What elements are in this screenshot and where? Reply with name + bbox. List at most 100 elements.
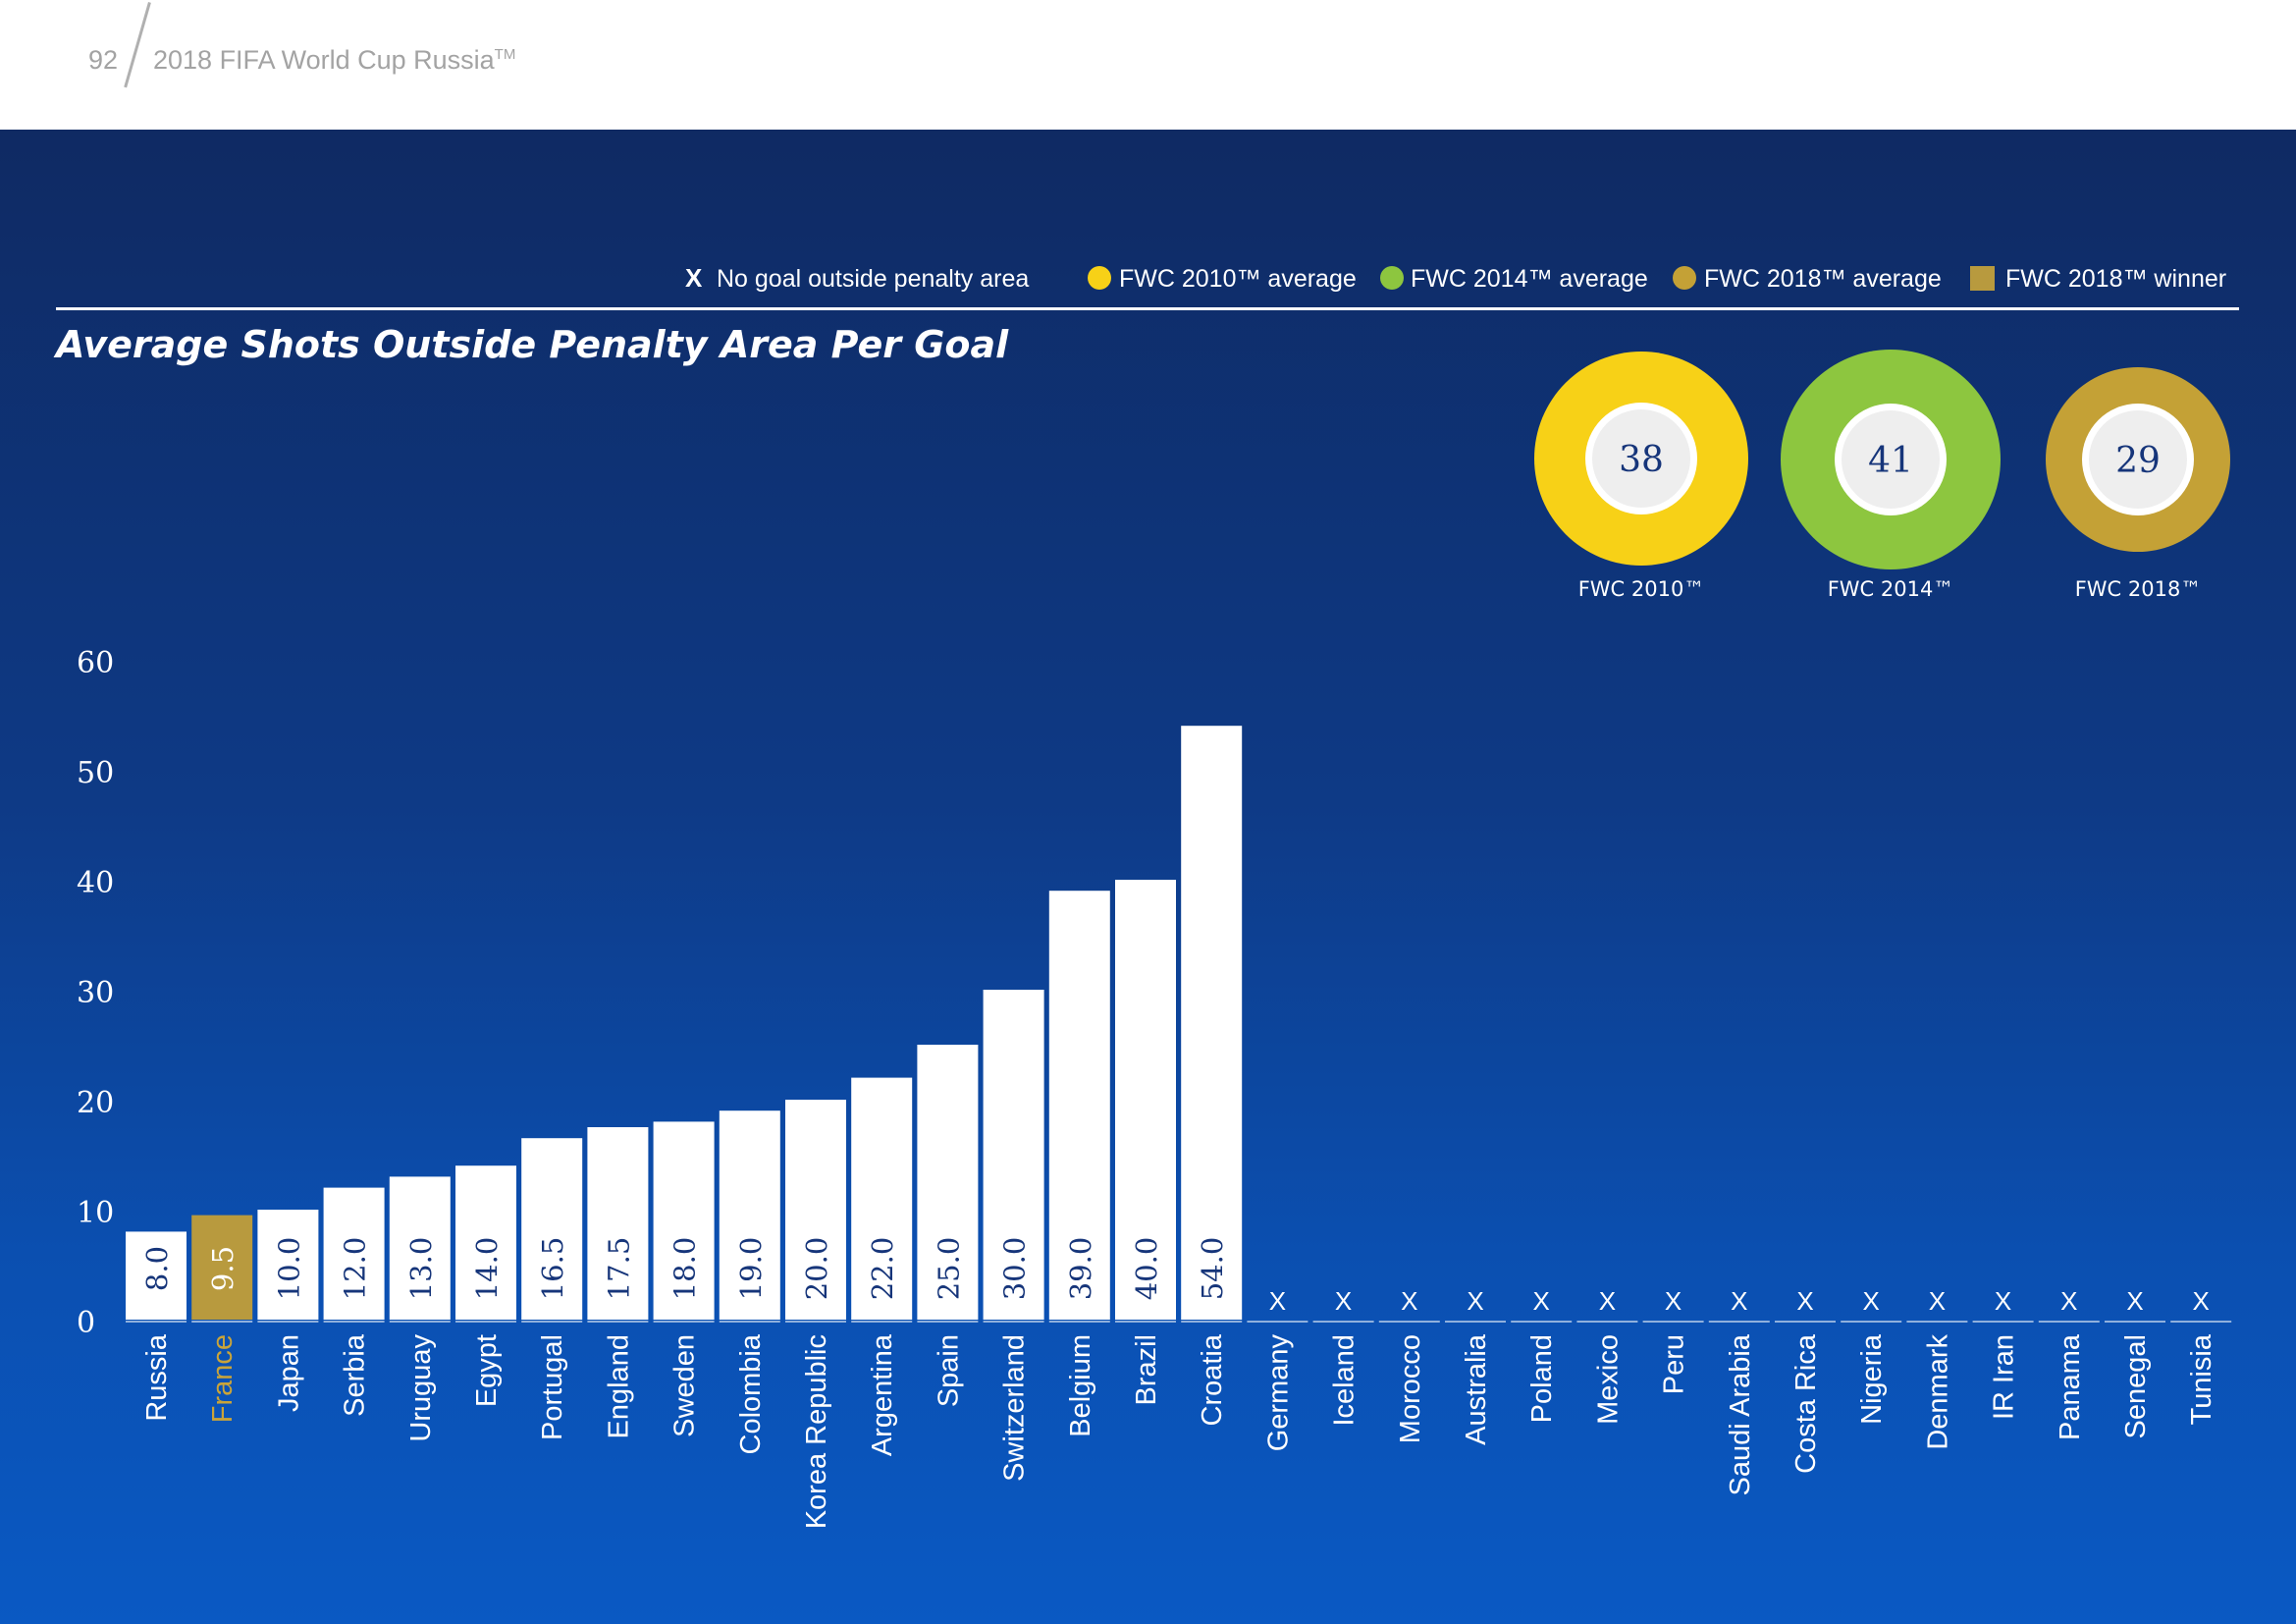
- bar-value-label: 14.0: [470, 1237, 504, 1301]
- bar: [126, 1231, 187, 1320]
- badge-value-2010: 38: [1619, 440, 1664, 480]
- baseline-segment: [1642, 1321, 1704, 1323]
- baseline-segment: [1511, 1321, 1573, 1323]
- document-title: 2018 FIFA World Cup RussiaTM: [153, 45, 515, 76]
- x-tick-label: Croatia: [1197, 1333, 1228, 1426]
- baseline-segment: [257, 1321, 319, 1323]
- legend-swatch-2014: [1380, 266, 1404, 290]
- bar: [191, 1215, 253, 1320]
- x-tick-label: Switzerland: [999, 1334, 1031, 1482]
- no-goal-marker: X: [1533, 1286, 1550, 1316]
- legend-swatch-2010: [1088, 266, 1111, 290]
- x-tick-label: Germany: [1262, 1334, 1294, 1452]
- x-tick-label: Iceland: [1329, 1334, 1361, 1427]
- x-tick-label: Morocco: [1395, 1334, 1426, 1443]
- no-goal-symbol: X: [685, 263, 703, 293]
- average-badge-2010: 38 FWC 2010™: [1534, 352, 1748, 601]
- document-title-text: 2018 FIFA World Cup Russia: [153, 45, 495, 75]
- bar-value-label: 9.5: [206, 1246, 240, 1291]
- y-tick-label: 0: [77, 1306, 95, 1340]
- bar: [587, 1127, 649, 1320]
- x-tick-label: Panama: [2055, 1333, 2086, 1440]
- x-tick-label: Mexico: [1592, 1334, 1624, 1425]
- y-tick-label: 30: [77, 976, 114, 1010]
- bar: [917, 1045, 979, 1320]
- no-goal-marker: X: [2060, 1286, 2077, 1316]
- baseline-segment: [191, 1321, 253, 1323]
- badge-center-2018: [2089, 410, 2187, 509]
- chart-svg: X No goal outside penalty area FWC 2010™…: [53, 263, 2239, 1529]
- x-tick-label: Costa Rica: [1790, 1333, 1822, 1474]
- x-tick-label: Denmark: [1922, 1334, 1953, 1450]
- baseline-segment: [1378, 1321, 1440, 1323]
- bar-value-label: 40.0: [1130, 1237, 1163, 1301]
- x-tick-label: Saudi Arabia: [1725, 1333, 1756, 1495]
- bar: [323, 1187, 385, 1320]
- baseline-segment: [521, 1321, 583, 1323]
- x-tick-label: Spain: [933, 1334, 964, 1407]
- header-divider: [124, 2, 151, 88]
- baseline-segment: [1576, 1321, 1638, 1323]
- bar-value-label: 19.0: [734, 1237, 768, 1301]
- bar: [455, 1165, 516, 1320]
- x-tick-label: Poland: [1526, 1334, 1558, 1423]
- x-axis: Russia France Japan Serbia Uruguay Egypt Portu…: [126, 1321, 2232, 1529]
- badge-label-2018: FWC 2018™: [2075, 577, 2202, 601]
- baseline-segment: [2105, 1321, 2165, 1323]
- legend-label-winner: FWC 2018™ winner: [2005, 265, 2226, 293]
- bar-value-label: 17.5: [602, 1237, 635, 1301]
- bar: [851, 1077, 913, 1320]
- baseline-segment: [323, 1321, 385, 1323]
- baseline-segment: [785, 1321, 846, 1323]
- badge-value-2014: 41: [1868, 441, 1913, 481]
- bar-value-label: 25.0: [932, 1237, 965, 1301]
- x-tick-label: Serbia: [340, 1333, 371, 1417]
- x-tick-label: Belgium: [1065, 1334, 1096, 1437]
- baseline-segment: [2038, 1321, 2100, 1323]
- y-tick-label: 10: [77, 1196, 114, 1230]
- baseline-segment: [2170, 1321, 2232, 1323]
- average-badge-2014: 41 FWC 2014™: [1781, 350, 2001, 601]
- baseline-segment: [1181, 1321, 1243, 1323]
- bar-value-label: 39.0: [1064, 1237, 1097, 1301]
- baseline-segment: [1312, 1321, 1374, 1323]
- baseline-segment: [1247, 1321, 1308, 1323]
- badge-label-2010: FWC 2010™: [1578, 577, 1705, 601]
- y-tick-label: 60: [77, 646, 114, 680]
- trademark-mark: TM: [494, 46, 516, 63]
- baseline-segment: [1775, 1321, 1836, 1323]
- x-tick-label: Russia: [141, 1333, 173, 1422]
- no-goal-label: No goal outside penalty area: [717, 265, 1029, 293]
- badge-label-2014: FWC 2014™: [1828, 577, 1954, 601]
- baseline-segment: [719, 1321, 780, 1323]
- bar-value-label: 18.0: [668, 1237, 702, 1301]
- average-badge-2018: 29 FWC 2018™: [2046, 367, 2230, 601]
- y-axis: 0 10 20 30 40 50 60: [77, 646, 114, 1340]
- baseline-segment: [1115, 1321, 1176, 1323]
- x-tick-label: Brazil: [1131, 1334, 1162, 1406]
- no-goal-marker: X: [1929, 1286, 1946, 1316]
- bar: [785, 1100, 846, 1320]
- baseline-segment: [1972, 1321, 2034, 1323]
- baseline-segment: [917, 1321, 979, 1323]
- baseline-segment: [455, 1321, 516, 1323]
- legend-label-2010: FWC 2010™ average: [1119, 265, 1357, 293]
- bar: [719, 1110, 780, 1320]
- bar: [1048, 891, 1110, 1320]
- no-goal-marker: X: [1467, 1286, 1483, 1316]
- badge-center-2010: [1592, 409, 1690, 508]
- x-tick-label: Tunisia: [2186, 1333, 2217, 1425]
- baseline-segment: [1841, 1321, 1902, 1323]
- no-goal-marker: X: [1401, 1286, 1417, 1316]
- bar-value-label: 13.0: [404, 1237, 438, 1301]
- y-tick-label: 40: [77, 866, 114, 900]
- no-goal-marker: X: [2126, 1286, 2143, 1316]
- no-goal-marker: X: [1796, 1286, 1813, 1316]
- badge-center-2014: [1842, 410, 1940, 509]
- legend-label-2014: FWC 2014™ average: [1411, 265, 1648, 293]
- chart-title: Average Shots Outside Penalty Area Per G…: [53, 323, 1009, 366]
- bar: [983, 990, 1044, 1320]
- bar-value-label: 8.0: [140, 1246, 174, 1291]
- bar: [1181, 726, 1243, 1320]
- bar-value-label: 54.0: [1196, 1237, 1229, 1301]
